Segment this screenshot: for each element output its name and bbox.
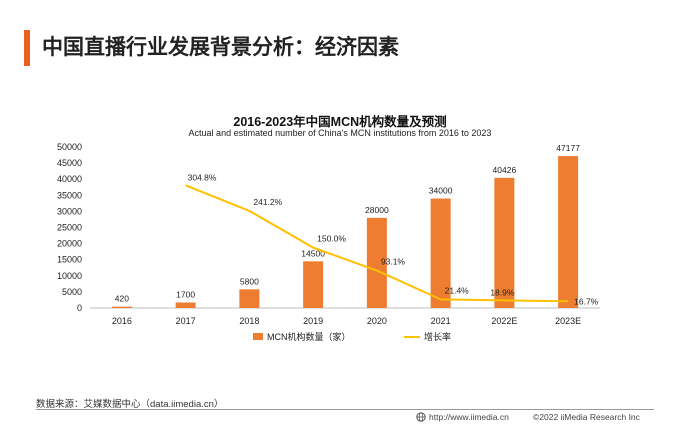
x-tick-label: 2019 bbox=[303, 316, 323, 326]
y-tick-label: 30000 bbox=[57, 206, 82, 216]
growth-line bbox=[185, 184, 569, 303]
growth-rate-label: 93.1% bbox=[381, 257, 406, 267]
x-tick-label: 2021 bbox=[431, 316, 451, 326]
growth-rate-label: 304.8% bbox=[188, 172, 217, 182]
legend-line-label: 增长率 bbox=[424, 331, 451, 342]
x-axis-ticks: 2016 2017 2018 2019 2020 2021 2022E 2023E bbox=[112, 316, 581, 326]
bar-value-label: 28000 bbox=[365, 205, 389, 215]
growth-rate-label: 21.4% bbox=[445, 285, 470, 295]
growth-rate-label: 18.9% bbox=[490, 287, 515, 297]
bar bbox=[175, 302, 196, 308]
globe-icon bbox=[416, 412, 426, 422]
y-tick-label: 35000 bbox=[57, 190, 82, 200]
bar-value-label: 420 bbox=[115, 294, 129, 304]
bar bbox=[558, 156, 579, 308]
chart-legend: MCN机构数量（家） 增长率 bbox=[253, 331, 451, 342]
bar bbox=[494, 177, 515, 308]
chart-title: 2016-2023年中国MCN机构数量及预测 bbox=[233, 115, 447, 129]
footer-website[interactable]: http://www.iimedia.cn bbox=[416, 412, 509, 422]
x-tick-label: 2022E bbox=[491, 316, 517, 326]
footer-copyright: ©2022 iiMedia Research Inc bbox=[533, 412, 640, 422]
growth-rate-label: 241.2% bbox=[253, 197, 282, 207]
y-tick-label: 5000 bbox=[62, 287, 82, 297]
data-source-note: 数据来源：艾媒数据中心（data.iimedia.cn） bbox=[36, 399, 224, 410]
y-tick-label: 25000 bbox=[57, 223, 82, 233]
y-tick-label: 50000 bbox=[57, 142, 82, 152]
footer-url-text[interactable]: http://www.iimedia.cn bbox=[429, 412, 509, 422]
x-tick-label: 2020 bbox=[367, 316, 387, 326]
x-tick-label: 2017 bbox=[176, 316, 196, 326]
bar bbox=[111, 306, 132, 308]
growth-rate-label: 150.0% bbox=[317, 234, 346, 244]
x-tick-label: 2023E bbox=[555, 316, 581, 326]
bar-value-label: 40426 bbox=[493, 165, 517, 175]
page-title: 中国直播行业发展背景分析：经济因素 bbox=[42, 36, 399, 59]
bar-value-label: 5800 bbox=[240, 276, 259, 286]
bar-value-label: 14500 bbox=[301, 248, 325, 258]
bar bbox=[430, 198, 451, 308]
chart-subtitle: Actual and estimated number of China's M… bbox=[188, 128, 492, 138]
y-tick-label: 10000 bbox=[57, 271, 82, 281]
y-tick-label: 15000 bbox=[57, 255, 82, 265]
footer-divider bbox=[36, 409, 654, 410]
growth-line-series: 304.8% 241.2% 150.0% 93.1% 21.4% 18.9% 16.7% bbox=[185, 172, 599, 306]
y-axis-ticks: 0 5000 10000 15000 20000 25000 30000 35000 40000… bbox=[57, 142, 82, 313]
y-tick-label: 20000 bbox=[57, 239, 82, 249]
bar bbox=[239, 289, 260, 308]
title-accent-bar bbox=[24, 30, 30, 66]
bar bbox=[366, 217, 387, 308]
bar-value-label: 34000 bbox=[429, 186, 453, 196]
x-tick-label: 2016 bbox=[112, 316, 132, 326]
x-tick-label: 2018 bbox=[239, 316, 259, 326]
growth-rate-label: 16.7% bbox=[574, 296, 599, 306]
bar-value-label: 47177 bbox=[556, 143, 580, 153]
bar-value-label: 1700 bbox=[176, 290, 195, 300]
legend-bar-swatch bbox=[253, 333, 263, 340]
legend-bar-label: MCN机构数量（家） bbox=[267, 331, 351, 342]
bar bbox=[303, 261, 324, 308]
y-tick-label: 0 bbox=[77, 303, 82, 313]
y-tick-label: 40000 bbox=[57, 174, 82, 184]
y-tick-label: 45000 bbox=[57, 158, 82, 168]
bar-series: 420 1700 5800 14500 28000 34000 40426 47177 bbox=[111, 143, 580, 308]
